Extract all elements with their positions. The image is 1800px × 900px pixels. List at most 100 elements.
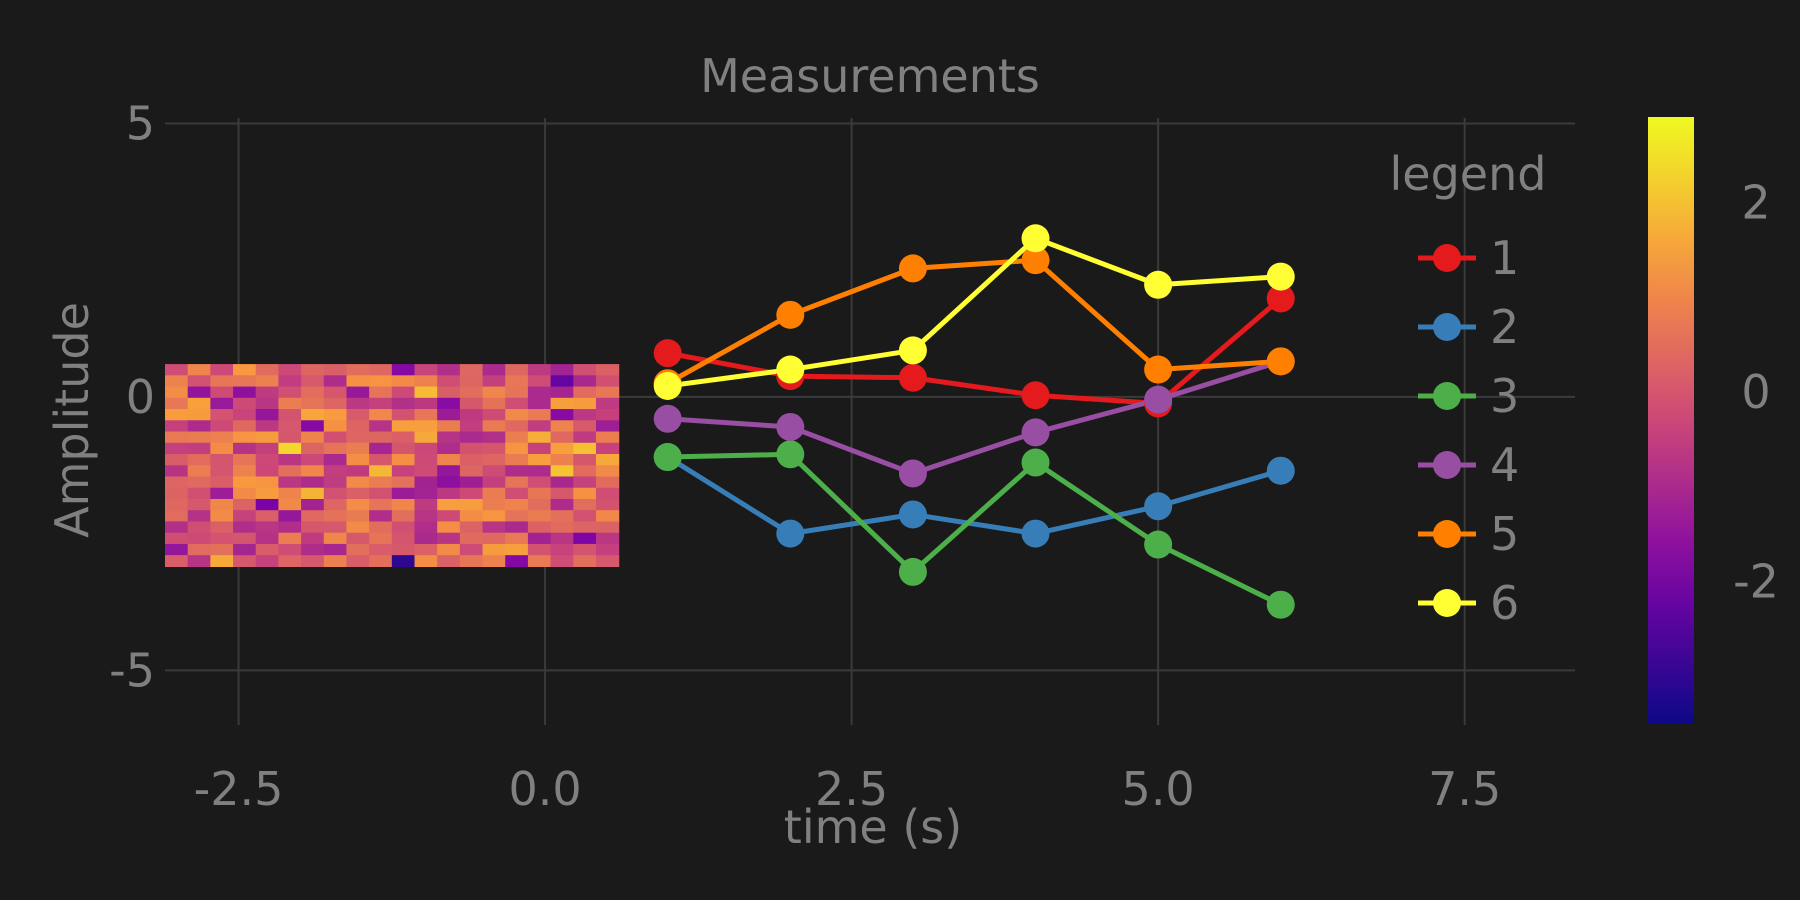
heatmap-cell [369, 465, 393, 478]
heatmap-cell [482, 454, 506, 466]
heatmap-cell [505, 465, 529, 478]
heatmap-cell [301, 431, 325, 444]
heatmap-cell [165, 364, 189, 376]
y-tick-label: 5 [126, 96, 155, 150]
heatmap-cell [527, 409, 552, 421]
heatmap-cell [391, 555, 416, 568]
heatmap-cell [527, 442, 552, 455]
heatmap-cell [391, 375, 416, 388]
heatmap-cell [233, 442, 257, 455]
heatmap-cell [550, 420, 574, 433]
heatmap-cell [482, 442, 506, 455]
heatmap-cell [210, 532, 234, 545]
heatmap-cell [233, 555, 257, 568]
heatmap-cell [369, 420, 393, 433]
series-line-3 [667, 451, 1282, 607]
legend-title: legend [1390, 147, 1547, 201]
heatmap-cell [165, 521, 189, 534]
heatmap-cell [301, 386, 325, 399]
series-5-point [1266, 347, 1295, 376]
heatmap-cell [391, 364, 416, 376]
heatmap-cell [550, 364, 574, 376]
legend-label-6: 6 [1490, 576, 1519, 630]
heatmap-cell [301, 510, 325, 523]
heatmap-cell [255, 420, 280, 433]
heatmap-cell [482, 521, 506, 534]
heatmap-cell [482, 510, 506, 523]
heatmap-cell [437, 420, 461, 433]
heatmap-cell [233, 487, 257, 500]
heatmap-cell [346, 487, 370, 500]
legend-marker-3 [1433, 382, 1461, 410]
heatmap-cell [187, 465, 211, 478]
series-3-point [898, 557, 927, 586]
heatmap-cell [255, 465, 280, 478]
heatmap-cell [391, 510, 416, 523]
heatmap-cell [369, 442, 393, 455]
heatmap-cell [255, 409, 280, 421]
heatmap-cell [278, 375, 302, 388]
heatmap-cell [573, 465, 597, 478]
heatmap-cell [233, 397, 257, 410]
heatmap-cell [233, 465, 257, 478]
x-tick-label: 5.0 [1122, 762, 1195, 816]
heatmap-cell [414, 442, 438, 455]
heatmap-cell [165, 397, 189, 410]
heatmap-cell [527, 555, 552, 568]
heatmap-cell [573, 532, 597, 545]
heatmap-cell [278, 521, 302, 534]
heatmap-cell [369, 375, 393, 388]
heatmap-cell [573, 521, 597, 534]
colorbar-tick-label: 0 [1741, 365, 1770, 419]
heatmap-cell [527, 498, 552, 511]
heatmap-cell [255, 521, 280, 534]
heatmap-cell [391, 532, 416, 545]
heatmap-cell [391, 543, 416, 556]
heatmap-cell [505, 364, 529, 376]
heatmap-cell [459, 476, 484, 489]
heatmap-cell [482, 465, 506, 478]
heatmap-cell [573, 476, 597, 489]
heatmap-cell [437, 532, 461, 545]
heatmap-cell [255, 510, 280, 523]
legend: legend 1 2 3 4 5 6 [1390, 147, 1547, 630]
heatmap-cell [595, 487, 620, 500]
heatmap-cell [505, 498, 529, 511]
heatmap-cell [550, 409, 574, 421]
heatmap-cell [255, 454, 280, 466]
x-tick-label: -2.5 [194, 762, 284, 816]
heatmap-cell [187, 555, 211, 568]
x-tick-label: 0.0 [509, 762, 582, 816]
heatmap-cell [165, 543, 189, 556]
heatmap-cell [505, 521, 529, 534]
heatmap-cell [255, 476, 280, 489]
heatmap-cell [482, 532, 506, 545]
heatmap-cell [301, 498, 325, 511]
heatmap-cell [369, 555, 393, 568]
heatmap-cell [165, 420, 189, 433]
axes: -2.5 0.0 2.5 5.0 7.5 5 0 -5 [109, 96, 1501, 816]
heatmap-cell [210, 465, 234, 478]
heatmap-cell [210, 364, 234, 376]
heatmap-cell [527, 487, 552, 500]
heatmap-cell [527, 532, 552, 545]
heatmap-cell [210, 442, 234, 455]
heatmap-cell [595, 442, 620, 455]
heatmap-cell [550, 386, 574, 399]
heatmap-cell [323, 532, 348, 545]
heatmap-cell [233, 386, 257, 399]
heatmap-cell [346, 431, 370, 444]
heatmap-cell [414, 386, 438, 399]
y-axis-label: Amplitude [45, 302, 99, 538]
heatmap-cell [323, 364, 348, 376]
heatmap-cell [346, 454, 370, 466]
heatmap-cell [437, 431, 461, 444]
heatmap-cell [527, 521, 552, 534]
series-5-point [898, 254, 927, 283]
heatmap-cell [165, 555, 189, 568]
heatmap-cell [210, 397, 234, 410]
heatmap-cell [165, 510, 189, 523]
heatmap-cell [323, 510, 348, 523]
legend-label-2: 2 [1490, 300, 1519, 354]
heatmap-cell [210, 375, 234, 388]
